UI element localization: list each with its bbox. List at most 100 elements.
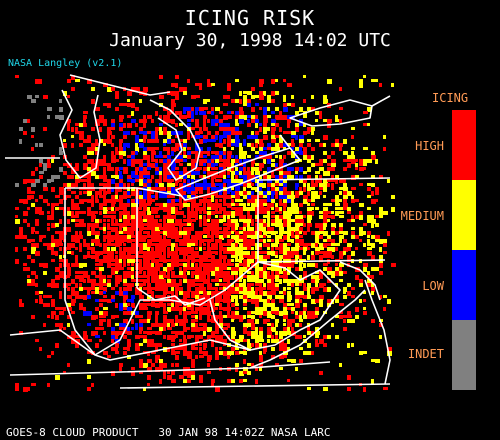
icing-pixel	[327, 215, 332, 218]
icing-pixel	[163, 115, 168, 120]
icing-pixel	[331, 243, 335, 246]
icing-pixel	[267, 295, 272, 300]
icing-pixel	[147, 331, 152, 335]
icing-pixel	[23, 211, 28, 216]
icing-pixel	[119, 247, 122, 251]
icing-pixel	[147, 339, 152, 343]
icing-pixel	[243, 339, 247, 342]
icing-pixel	[235, 295, 238, 299]
icing-pixel	[207, 243, 210, 247]
icing-pixel	[191, 375, 195, 380]
icing-pixel	[271, 291, 276, 295]
icing-pixel	[307, 207, 312, 211]
icing-pixel	[335, 271, 340, 276]
icing-pixel	[151, 131, 155, 135]
icing-pixel	[143, 183, 148, 187]
icing-pixel	[187, 243, 191, 247]
icing-pixel	[223, 263, 227, 268]
icing-pixel	[79, 263, 83, 268]
icing-pixel	[235, 231, 240, 235]
icing-pixel	[327, 235, 331, 240]
icing-pixel	[163, 255, 166, 259]
icing-pixel	[195, 107, 199, 111]
icing-pixel	[299, 119, 303, 123]
icing-pixel	[335, 203, 340, 206]
icing-pixel	[151, 235, 155, 240]
icing-pixel	[203, 271, 207, 275]
icing-pixel	[207, 183, 211, 188]
icing-pixel	[155, 315, 158, 319]
icing-pixel	[231, 163, 234, 167]
icing-pixel	[47, 215, 51, 220]
icing-pixel	[163, 371, 166, 375]
icing-pixel	[275, 191, 278, 195]
icing-pixel	[247, 103, 251, 107]
icing-pixel	[195, 123, 199, 128]
icing-pixel	[183, 275, 187, 280]
icing-pixel	[311, 299, 316, 304]
icing-pixel	[91, 143, 96, 147]
icing-pixel	[159, 251, 162, 256]
icing-pixel	[187, 155, 191, 159]
icing-pixel	[207, 239, 211, 243]
icing-pixel	[211, 267, 216, 271]
icing-pixel	[115, 167, 120, 171]
icing-pixel	[23, 219, 27, 223]
icing-pixel	[203, 175, 206, 179]
icing-pixel	[35, 179, 40, 183]
icing-pixel	[95, 259, 99, 262]
icing-pixel	[243, 159, 247, 162]
icing-pixel	[159, 243, 163, 248]
icing-pixel	[339, 255, 343, 259]
lake-ontario-shore	[289, 99, 373, 127]
icing-pixel	[211, 155, 215, 160]
icing-pixel	[219, 191, 222, 196]
icing-pixel	[227, 83, 231, 88]
icing-pixel	[119, 179, 123, 183]
icing-pixel	[39, 295, 42, 299]
icing-pixel	[219, 135, 223, 139]
icing-pixel	[263, 223, 268, 227]
icing-pixel	[275, 183, 279, 186]
icing-pixel	[331, 175, 334, 179]
icing-pixel	[171, 347, 175, 351]
icing-pixel	[143, 119, 147, 123]
icing-pixel	[195, 247, 198, 250]
icing-pixel	[35, 167, 38, 171]
icing-pixel	[75, 127, 78, 131]
icing-pixel	[215, 107, 220, 111]
icing-pixel	[151, 159, 155, 162]
icing-pixel	[187, 271, 190, 275]
icing-pixel	[215, 175, 219, 178]
icing-pixel	[123, 207, 127, 212]
icing-pixel	[199, 375, 203, 379]
icing-pixel	[287, 379, 290, 382]
icing-pixel	[263, 311, 267, 316]
icing-pixel	[99, 287, 103, 290]
icing-pixel	[143, 207, 147, 211]
icing-pixel	[335, 195, 339, 199]
icing-pixel	[39, 347, 42, 351]
icing-pixel	[223, 127, 227, 131]
icing-pixel	[207, 147, 211, 151]
icing-pixel	[327, 167, 331, 171]
icing-pixel	[235, 79, 239, 82]
icing-pixel	[251, 175, 255, 178]
icing-pixel	[75, 79, 80, 82]
icing-pixel	[187, 327, 190, 330]
icing-pixel	[115, 335, 118, 339]
icing-pixel	[275, 163, 278, 168]
icing-pixel	[299, 347, 303, 350]
icing-pixel	[199, 223, 202, 227]
icing-pixel	[295, 231, 300, 236]
icing-pixel	[319, 283, 324, 288]
icing-pixel	[191, 199, 196, 203]
icing-pixel	[99, 339, 102, 342]
icing-pixel	[259, 91, 264, 96]
icing-pixel	[87, 359, 91, 364]
icing-pixel	[203, 111, 206, 116]
icing-pixel	[47, 223, 50, 226]
icing-pixel	[255, 203, 259, 207]
icing-pixel	[255, 163, 260, 166]
icing-pixel	[243, 203, 246, 207]
